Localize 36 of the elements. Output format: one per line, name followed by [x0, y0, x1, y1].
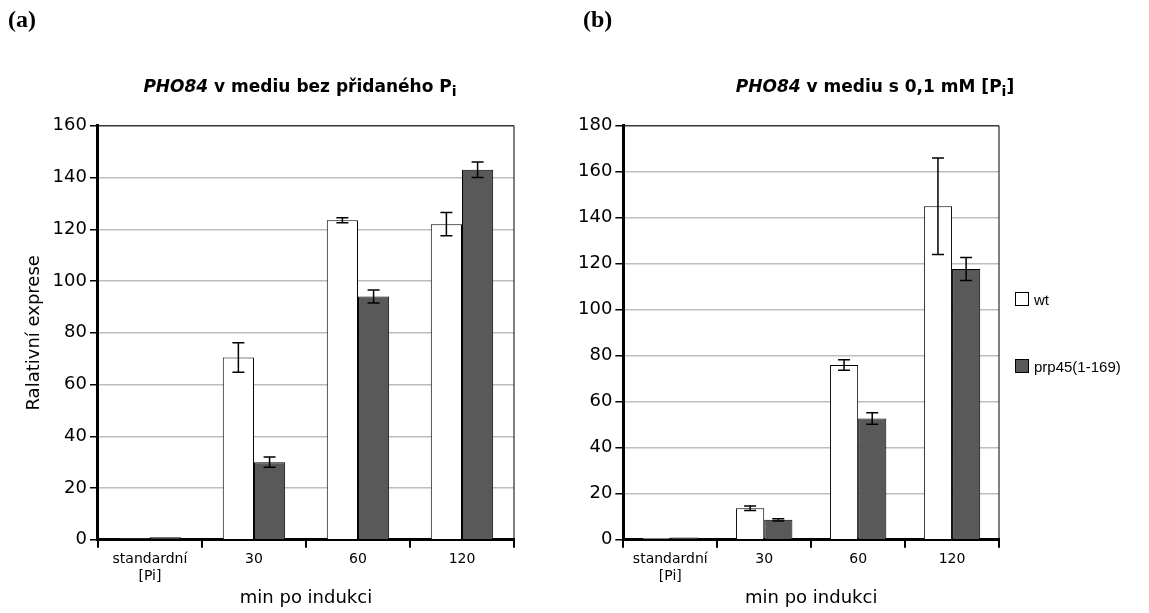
y-tick-label: 40 [64, 423, 87, 445]
x-tick-label: 30 [245, 549, 263, 566]
x-axis-title: min po indukci [744, 585, 878, 607]
text: (a) [8, 6, 36, 33]
legend-label: prp45(1-169) [1034, 357, 1121, 375]
y-tick-label: 60 [64, 372, 87, 394]
y-tick-label: 0 [75, 527, 87, 549]
y-tick-label: 40 [589, 435, 613, 457]
y-tick-label: 100 [52, 268, 87, 290]
x-tick-label: 30 [755, 549, 774, 566]
y-tick-label: 120 [52, 216, 87, 238]
x-tick-label: 120 [938, 549, 966, 566]
y-tick-label: 20 [589, 481, 613, 503]
x-tick-label: standardní [Pi] [632, 549, 709, 583]
x-axis-title: min po indukci [239, 585, 373, 607]
text: (b) [583, 6, 613, 33]
y-tick-label: 80 [589, 343, 613, 365]
x-tick-label: 60 [849, 549, 868, 566]
y-tick-label: 140 [52, 165, 87, 187]
text: wt [1034, 290, 1049, 308]
y-tick-label: 20 [64, 475, 87, 497]
y-tick-label: 0 [600, 527, 613, 549]
x-tick-label: 60 [349, 549, 367, 566]
chart-title: PHO84 v mediu bez přidaného P$_{i}$ [142, 76, 458, 100]
y-tick-label: 160 [52, 113, 87, 135]
y-tick-label: 100 [578, 297, 613, 319]
y-tick-label: 140 [578, 205, 613, 227]
y-tick-label: 160 [578, 159, 613, 181]
y-tick-label: 180 [578, 113, 613, 135]
x-tick-label: 120 [448, 549, 476, 566]
y-tick-label: 60 [589, 389, 613, 411]
y-tick-label: 120 [578, 251, 613, 273]
chart-title: PHO84 v mediu s 0,1 mM [P$_{i}$] [734, 76, 1016, 100]
x-tick-label: standardní [Pi] [112, 549, 189, 583]
y-tick-label: 80 [64, 320, 87, 342]
y-axis-title: Ralativní exprese [22, 255, 44, 411]
